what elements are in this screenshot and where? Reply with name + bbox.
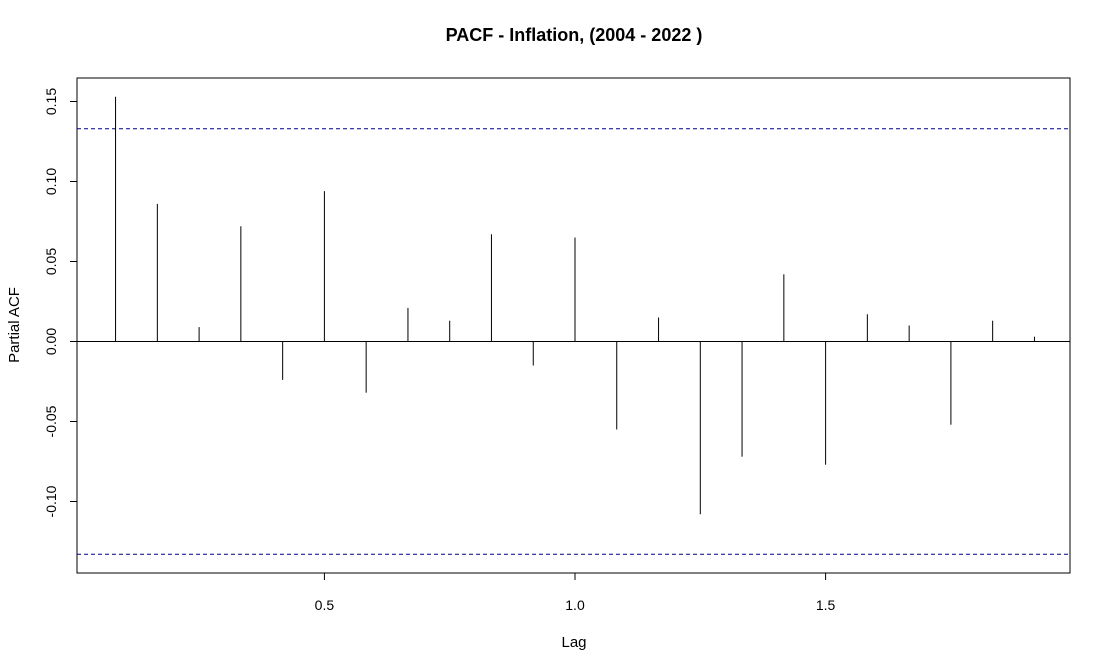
y-tick-label: -0.05: [43, 405, 59, 437]
x-axis-label: Lag: [561, 634, 586, 651]
chart-title: PACF - Inflation, (2004 - 2022 ): [446, 25, 703, 45]
y-tick-label: 0.10: [43, 168, 59, 195]
x-tick-label: 0.5: [315, 597, 335, 613]
y-tick-label: -0.10: [43, 485, 59, 517]
x-tick-label: 1.0: [565, 597, 585, 613]
plot-frame: [76, 77, 1071, 574]
y-axis-label: Partial ACF: [6, 287, 23, 363]
y-tick-label: 0.15: [43, 88, 59, 115]
x-tick-label: 1.5: [816, 597, 836, 613]
y-tick-label: 0.05: [43, 248, 59, 275]
y-tick-label: 0.00: [43, 328, 59, 355]
plot-layer: 0.5 1.0 1.5 -0.10 -0.05 0.00 0.05 0.10 0.15: [43, 88, 1070, 613]
